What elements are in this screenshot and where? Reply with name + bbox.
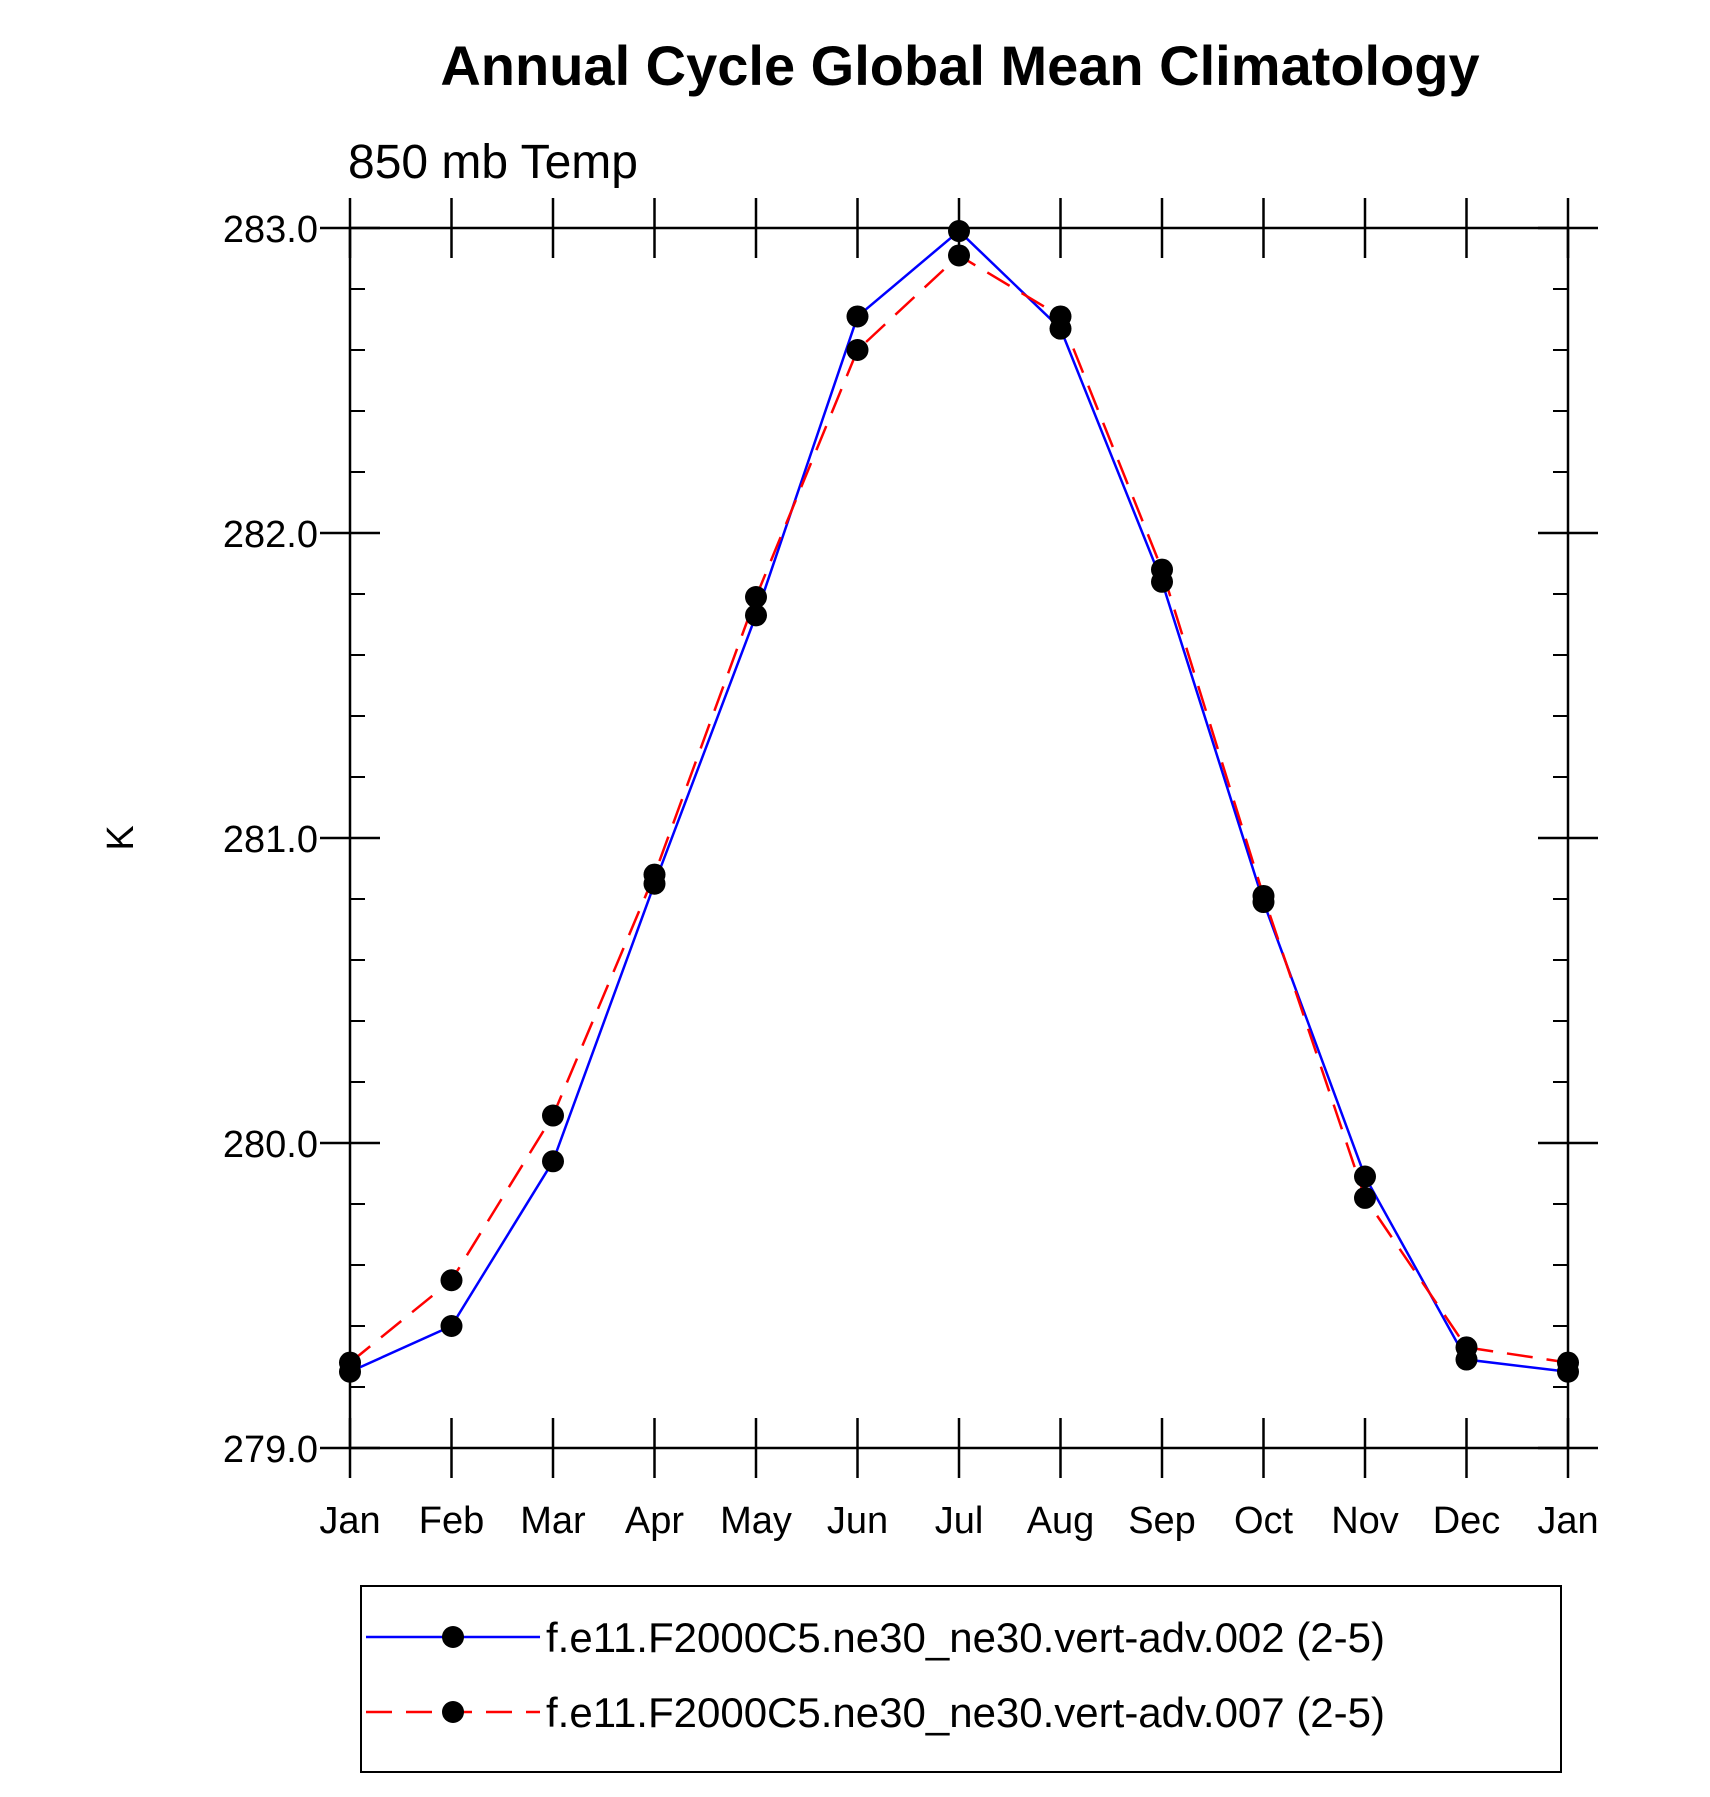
series-1-point <box>745 604 767 627</box>
series-2-point <box>339 1351 361 1374</box>
y-tick-label: 279.0 <box>223 1429 318 1471</box>
series-2-point <box>643 863 666 886</box>
x-tick-label: May <box>720 1500 792 1542</box>
y-tick-label: 282.0 <box>223 514 318 556</box>
series-1-point <box>846 305 869 328</box>
series-1-point <box>542 1150 564 1173</box>
legend-label-series-1: f.e11.F2000C5.ne30_ne30.vert-adv.002 (2-… <box>546 1614 1385 1661</box>
x-tick-label: Oct <box>1234 1500 1294 1542</box>
series-1-point <box>1354 1165 1376 1188</box>
legend-marker-series-1 <box>442 1626 464 1648</box>
x-tick-label: Nov <box>1331 1500 1399 1542</box>
legend: f.e11.F2000C5.ne30_ne30.vert-adv.002 (2-… <box>360 1585 1562 1773</box>
y-tick-label: 283.0 <box>223 209 318 251</box>
series-2-point <box>542 1104 564 1127</box>
series-2-point <box>1557 1351 1579 1374</box>
plot-frame <box>348 226 1570 1450</box>
series-2-point <box>1151 558 1173 581</box>
series-2-point <box>1354 1186 1376 1209</box>
series-2-point <box>948 244 970 267</box>
x-tick-label: Feb <box>419 1500 484 1542</box>
series-2-point <box>1049 305 1072 328</box>
x-tick-label: Jan <box>1537 1500 1598 1542</box>
series-line-1 <box>349 229 1569 1373</box>
y-tick-label: 281.0 <box>223 819 318 861</box>
legend-label-series-2: f.e11.F2000C5.ne30_ne30.vert-adv.007 (2-… <box>546 1689 1385 1736</box>
legend-marker-series-2 <box>442 1701 464 1723</box>
series-1-point <box>440 1315 463 1337</box>
x-tick-label: Jun <box>827 1500 888 1542</box>
x-tick-label: Mar <box>520 1500 586 1542</box>
x-tick-label: Sep <box>1128 1500 1196 1542</box>
x-tick-label: Jul <box>935 1500 984 1542</box>
series-2-point <box>1252 884 1275 907</box>
series-2-point <box>846 339 869 361</box>
y-tick-label: 280.0 <box>223 1124 318 1166</box>
x-tick-label: Jan <box>319 1500 380 1542</box>
plot-area: Jan Feb Mar Apr May Jun Jul Aug Sep Oct Nov Dec Jan2… <box>223 198 1599 1542</box>
x-tick-label: Aug <box>1027 1500 1095 1542</box>
series-2-point <box>745 586 767 609</box>
chart-title: Annual Cycle Global Mean Climatology <box>440 34 1479 97</box>
chart-subtitle: 850 mb Temp <box>348 136 638 189</box>
x-tick-label: Apr <box>625 1500 684 1542</box>
series-2-point <box>1455 1336 1478 1359</box>
legend-frame <box>360 1585 1562 1773</box>
y-axis-label: K <box>100 825 142 850</box>
series-2-point <box>440 1269 463 1292</box>
series-1-point <box>948 220 970 243</box>
x-tick-label: Dec <box>1433 1500 1501 1542</box>
